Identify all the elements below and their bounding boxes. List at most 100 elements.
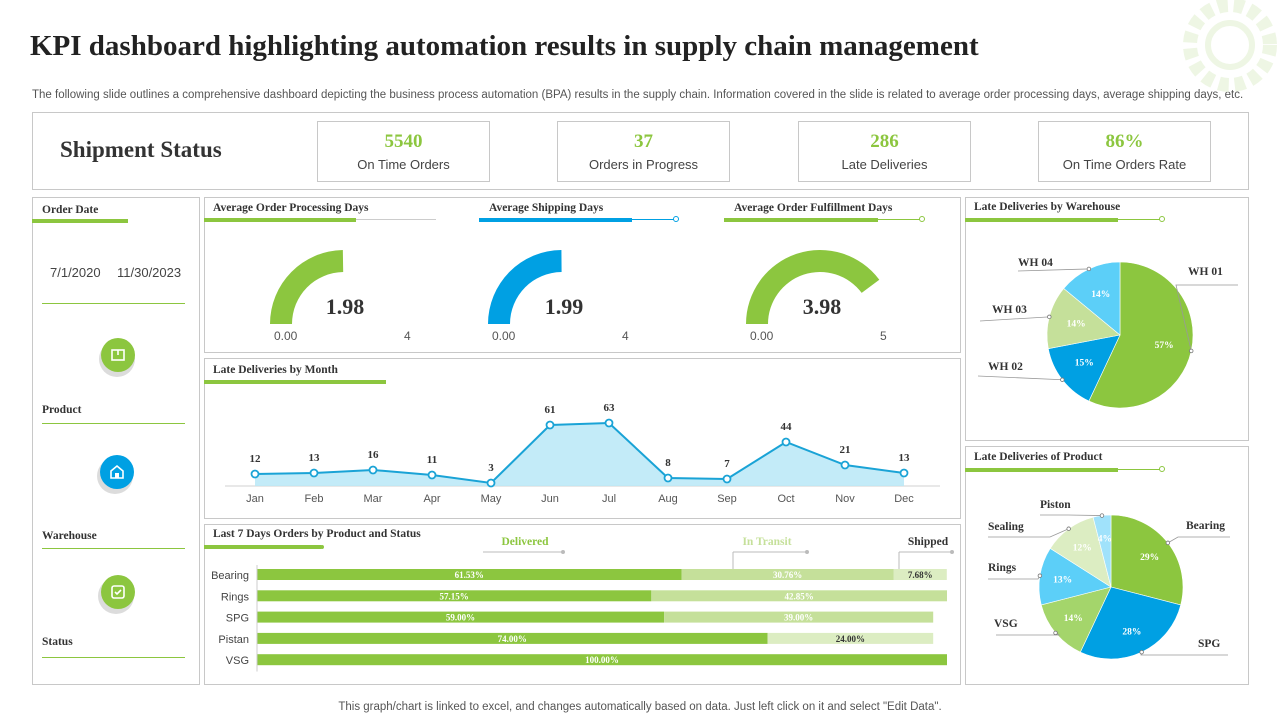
leader-dot: [1139, 649, 1144, 655]
bar-segment: [257, 654, 947, 666]
data-label: 3: [488, 462, 494, 474]
y-tick-label: Pistan: [218, 634, 249, 646]
slice-value-label: 14%: [1067, 320, 1086, 330]
x-tick-label: Oct: [777, 493, 794, 505]
bar-segment: [257, 611, 665, 623]
data-point: [781, 437, 791, 447]
leader-line: [1175, 284, 1238, 352]
gauge-max: 5: [880, 329, 887, 343]
leader-dot: [1189, 348, 1194, 354]
month-chart-title: Late Deliveries by Month: [213, 364, 338, 376]
bar-value-label: 42.85%: [785, 591, 814, 601]
status-check-icon[interactable]: [101, 575, 135, 609]
gauge-1-underline: [204, 218, 356, 222]
order-date-underline: [32, 219, 128, 223]
gauge-value: 3.98: [802, 294, 842, 319]
x-tick-label: Aug: [658, 493, 678, 505]
product-pie-chart[interactable]: 29% Bearing 28% SPG 14% VSG 13% Rings 12% Sealing…: [966, 475, 1248, 684]
data-label: 63: [604, 402, 616, 414]
gauge-shipping[interactable]: [472, 238, 652, 328]
bar-value-label: 59.00%: [446, 613, 475, 623]
legend-connector: [732, 551, 807, 570]
bar-value-label: 39.00%: [784, 613, 813, 623]
leader-dot: [1047, 314, 1052, 320]
slice-value-label: 28%: [1122, 627, 1141, 637]
gauge-2-rule: [632, 219, 674, 220]
bar-chart-underline: [204, 545, 321, 549]
pie-category-label: WH 01: [1188, 266, 1223, 278]
product-pie-underline: [965, 468, 1118, 472]
slice-value-label: 12%: [1073, 543, 1092, 553]
warehouse-pie-chart[interactable]: 57% WH 01 15% WH 02 14% WH 03 14% WH 04: [966, 225, 1248, 439]
bar-segment: [767, 632, 934, 644]
date-from[interactable]: 7/1/2020: [50, 265, 101, 280]
pie-category-label: WH 03: [992, 304, 1027, 316]
date-divider: [42, 303, 185, 304]
bar-value-label: 57.15%: [440, 591, 469, 601]
warehouse-pie-title: Late Deliveries by Warehouse: [974, 201, 1121, 213]
kpi-label: Orders in Progress: [588, 157, 699, 172]
gauge-order-processing[interactable]: [254, 238, 434, 328]
leader-line: [1017, 268, 1089, 272]
slice-value-label: 29%: [1140, 553, 1159, 563]
bar-chart-title: Last 7 Days Orders by Product and Status: [213, 528, 421, 540]
leader-line: [979, 316, 1050, 322]
leader-line: [1140, 652, 1228, 656]
bar-segment: [257, 632, 768, 644]
gauge-min: 0.00: [750, 329, 774, 343]
kpi-value: 86%: [1105, 131, 1144, 152]
x-tick-label: Jun: [541, 493, 559, 505]
product-box-icon[interactable]: [101, 338, 135, 372]
pie-category-label: Piston: [1040, 499, 1071, 511]
gauge-min: 0.00: [274, 329, 298, 343]
x-tick-label: Jan: [246, 493, 264, 505]
data-point: [427, 470, 437, 480]
data-label: 61: [545, 404, 556, 416]
slice-value-label: 15%: [1075, 359, 1094, 369]
data-point: [899, 468, 909, 478]
data-point: [545, 420, 555, 430]
data-label: 8: [665, 457, 671, 469]
warehouse-pie-rule: [1118, 219, 1160, 220]
bar-segment: [257, 569, 682, 580]
gauge-value: 1.99: [544, 294, 584, 319]
leader-dot: [1037, 573, 1043, 578]
gauge-fulfillment[interactable]: [730, 238, 910, 328]
x-tick-label: Mar: [364, 493, 383, 505]
gauge-value: 1.98: [325, 294, 365, 319]
bar-chart-dot: [320, 545, 324, 549]
kpi-value: 5540: [384, 131, 423, 152]
late-deliveries-month-chart[interactable]: 12 Jan 13 Feb 16 Mar 11 Apr 3 May 61 Jun 63 Jul 8 Aug 7 S…: [205, 385, 960, 518]
date-to[interactable]: 11/30/2023: [117, 265, 182, 280]
status-label: Status: [42, 636, 73, 648]
gauge-1-title: Average Order Processing Days: [213, 202, 369, 214]
leader-dot: [1086, 266, 1092, 272]
x-tick-label: Sep: [717, 493, 737, 505]
slice-value-label: 14%: [1091, 290, 1110, 300]
data-point: [309, 468, 319, 478]
warehouse-icon[interactable]: [100, 455, 134, 489]
data-point: [250, 469, 260, 479]
gauge-max: 4: [404, 329, 411, 343]
pie-category-label: VSG: [994, 618, 1018, 630]
legend-label: Delivered: [501, 536, 549, 548]
legend-connector: [898, 551, 952, 570]
legend-dot: [561, 550, 565, 554]
x-tick-label: May: [481, 493, 502, 505]
leader-line: [988, 528, 1069, 538]
bar-segment: [257, 590, 652, 602]
leader-dot: [1060, 377, 1065, 382]
leader-dot: [1099, 513, 1105, 518]
legend-dot: [805, 550, 809, 554]
leader-line: [996, 632, 1061, 636]
x-tick-label: Feb: [305, 493, 324, 505]
pie-category-label: Rings: [988, 562, 1017, 574]
gauge-2-underline: [479, 218, 632, 222]
leader-line: [988, 575, 1041, 580]
bar-value-label: 61.53%: [455, 570, 484, 580]
y-tick-label: SPG: [226, 613, 249, 625]
gauge-2-dot: [673, 216, 679, 222]
warehouse-divider: [42, 548, 185, 549]
orders-by-product-chart[interactable]: Delivered In Transit Shipped Bearing 61.53% 3…: [205, 530, 960, 684]
gauge-3-rule: [878, 219, 920, 220]
